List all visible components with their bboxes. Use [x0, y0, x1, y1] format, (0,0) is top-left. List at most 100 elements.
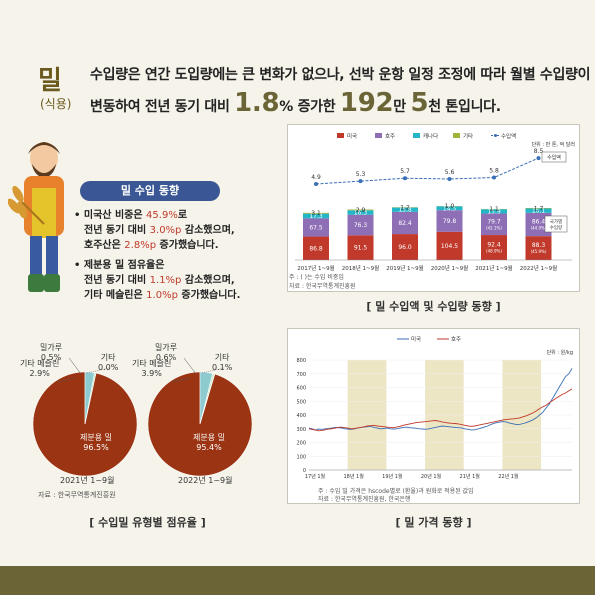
left-other-label: 기타 0.0%: [98, 352, 118, 372]
bar-label-0-5-0: 88.3: [532, 242, 546, 249]
left-meslin-label: 기타 메슬린 2.9%: [20, 358, 59, 378]
bar-1-2: [392, 211, 418, 235]
info-p1-a: • 미국산 비중은: [74, 210, 143, 221]
y-tick-3: 300: [296, 427, 306, 433]
pie-1-leader-flour: [183, 357, 197, 375]
chart3-caption: [ 밀 가격 동향 ]: [395, 516, 472, 529]
bar-label-1-2-0: 82.4: [398, 220, 412, 227]
pie-0-leader-other: [86, 367, 110, 374]
bar-0-0: [303, 236, 329, 260]
y-tick-0: 0: [303, 468, 306, 474]
bar-2-1: [347, 210, 374, 215]
bar-label-0-2-0: 96.0: [398, 244, 412, 251]
bar-0-5: [525, 236, 552, 260]
info-p2-d: 기타 메슬린은: [84, 290, 143, 301]
info-p1-v1: 45.9%: [146, 210, 178, 221]
info-p1-d: 감소했으며,: [184, 225, 235, 236]
volume-label-0: 4.9: [311, 174, 321, 181]
volume-point-0: [314, 182, 318, 186]
chart3-unit: 단위 : 원/kg: [547, 349, 573, 356]
farmer-illustration: [8, 142, 64, 292]
bar-2-5: [525, 208, 552, 213]
bar-2-0: [303, 213, 329, 219]
headline-line-1: 수입량은 연간 도입량에는 큰 변화가 없으나, 선박 운항 일정 조정에 따라…: [90, 67, 591, 83]
left-meslin-name: 기타 메슬린: [20, 359, 60, 368]
right-flour-name: 밀가루: [155, 343, 178, 352]
y-tick-8: 800: [296, 358, 306, 364]
bar-label-3-1-0: 2.9: [356, 207, 366, 214]
chart1-unit: 단위 : 만 톤, 억 달러: [532, 141, 575, 148]
left-period: 2021년 1~9월: [60, 476, 115, 485]
bar-0-1: [347, 235, 374, 260]
headline-percent-unit: %: [279, 99, 294, 115]
info-p2-c: 감소했으며,: [184, 275, 235, 286]
y-tick-6: 600: [296, 386, 306, 392]
bar-label-2-3-0: 14.5: [443, 205, 457, 212]
x-tick-2: 2019년 1~9월: [386, 264, 423, 272]
y-tick-2: 200: [296, 441, 306, 447]
headline-text-b: 증가한: [297, 99, 336, 115]
chart3-note-1: 주 : 수입 밀 가격은 hscode별로 (환율)과 원화로 적용된 값임: [318, 488, 474, 495]
badge-value-text: 수입액: [547, 154, 561, 161]
price-legend-label-0: 미국: [411, 335, 421, 343]
price-legend-label-1: 호주: [451, 336, 461, 343]
pie-0-leader-flour: [68, 357, 82, 375]
volume-label-2: 5.7: [400, 168, 410, 175]
pie-1-leader-other: [201, 367, 225, 374]
chart2-source: 자료 : 한국무역통계진흥원: [38, 491, 116, 499]
bar-label-3-3-0: 1.0: [445, 203, 455, 210]
bar-1-4: [481, 213, 507, 236]
info-p1-v3: 2.8%p: [124, 240, 157, 251]
y-tick-4: 400: [296, 413, 306, 419]
x-tick-3: 2020년 1~9월: [431, 264, 468, 272]
info-p2-b: 전년 동기 대비: [84, 275, 147, 286]
info-p1-e: 호주산은: [84, 240, 121, 251]
bar-label-1-4-0: 79.7: [487, 218, 501, 225]
bar-label-2-4-0: 15.9: [487, 208, 501, 215]
left-meslin-value: 2.9%: [29, 369, 50, 378]
price-series-1: [308, 388, 573, 432]
legend-label-3: 기타: [463, 132, 473, 140]
y-tick-5: 500: [296, 399, 306, 405]
bar-1-3: [436, 210, 463, 232]
footer-bar: [0, 566, 595, 595]
pie-1-leader-meslin: [171, 377, 191, 383]
bar-label-2-0-0: 17.3: [309, 213, 323, 220]
headline-unit-1: 만: [393, 99, 406, 115]
item-subtitle: (식용): [40, 97, 72, 111]
info-p2-e: 증가했습니다.: [181, 290, 241, 301]
price-x-tick-2: 19년 1월: [382, 473, 403, 480]
bar-1-0: [303, 218, 329, 237]
bar-label-2-5-0: 16.1: [532, 208, 546, 215]
info-p2-v1: 1.1%p: [149, 275, 182, 286]
info-p1-c: 전년 동기 대비: [84, 225, 147, 236]
bar-label-0-3-0: 104.5: [441, 243, 458, 250]
volume-point-1: [358, 179, 363, 184]
right-flour-label: 밀가루 0.6%: [155, 342, 177, 362]
bar-label-1-0-0: 67.5: [309, 224, 323, 231]
bar-label-3-4-0: 1.1: [489, 206, 499, 213]
headline-line-2: 변동하여 전년 동기 대비 1.8% 증가한 192만 5천 톤입니다.: [90, 88, 501, 118]
x-tick-0: 2017년 1~9월: [297, 264, 334, 272]
bar-label-1-3-0: 79.8: [443, 218, 457, 225]
x-tick-1: 2018년 1~9월: [342, 264, 379, 272]
bar-label-2-2-0: 15.8: [398, 207, 412, 214]
info-p2-v2: 1.0%p: [146, 290, 178, 301]
bar-2-2: [392, 207, 418, 212]
legend-swatch-3: [453, 133, 460, 138]
chart3-note-2: 자료 : 한국무역통계진흥원, 한국은행: [318, 496, 411, 503]
price-x-tick-3: 20년 1월: [421, 473, 442, 480]
right-other-value: 0.1%: [212, 363, 233, 372]
y-tick-1: 100: [296, 454, 306, 460]
price-x-tick-4: 21년 1월: [460, 473, 481, 480]
bar-label-0-1-0: 91.5: [354, 245, 368, 252]
right-flour-value: 0.6%: [155, 353, 177, 362]
legend-label-0: 미국: [347, 132, 357, 140]
pie-0-slice-2: [84, 372, 97, 425]
bar-label-0-0-0: 86.8: [309, 245, 323, 252]
right-meslin-name: 기타 메슬린: [132, 359, 172, 368]
bar-label-3-5-0: 1.7: [534, 205, 544, 212]
left-flour-name: 밀가루: [40, 343, 63, 352]
volume-point-2: [403, 176, 407, 181]
